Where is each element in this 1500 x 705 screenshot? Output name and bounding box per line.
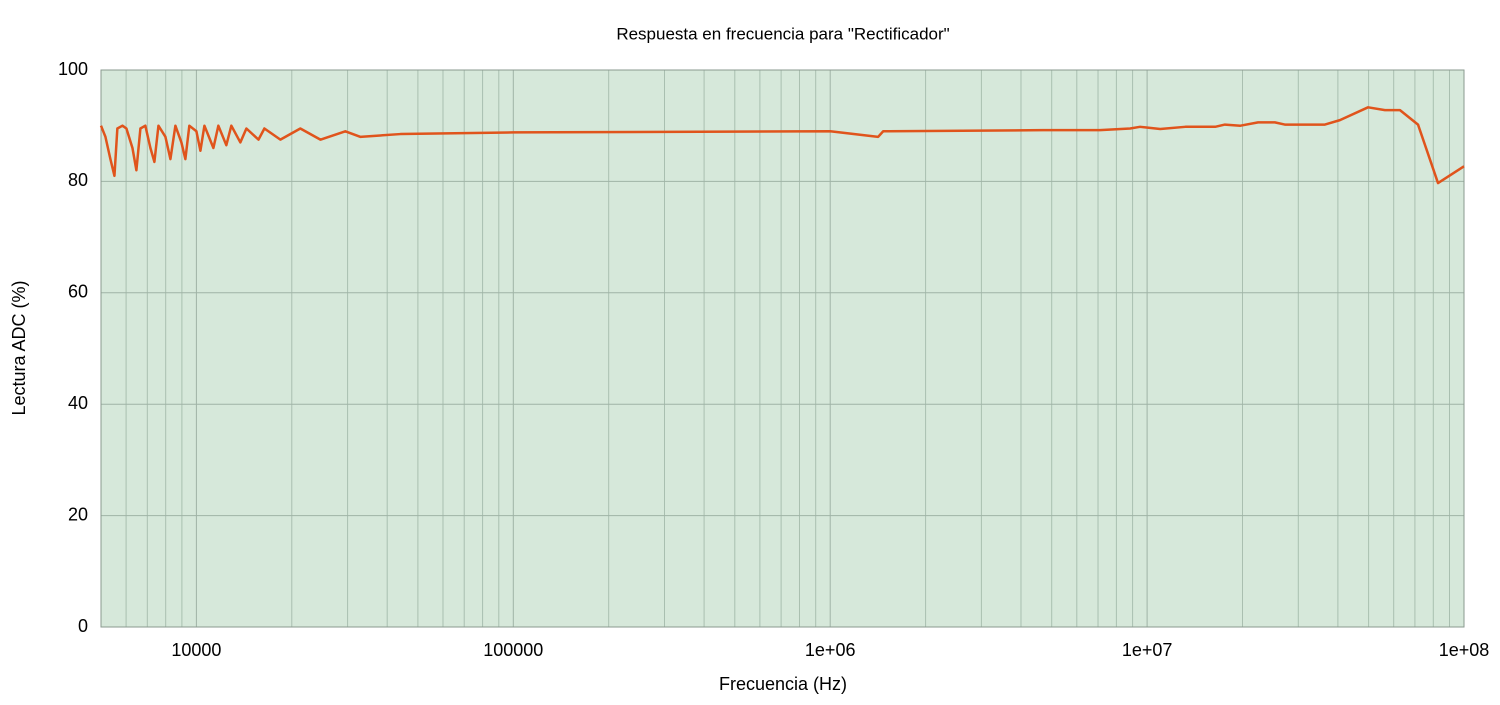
y-tick-label: 0 [78,616,88,636]
plot-border [100,69,1465,628]
x-tick-label: 100000 [483,640,543,660]
x-tick-label: 1e+06 [805,640,856,660]
y-tick-label: 100 [58,59,88,79]
y-tick-label: 80 [68,170,88,190]
chart-title: Respuesta en frecuencia para "Rectificad… [616,24,949,43]
y-tick-label: 60 [68,282,88,302]
y-tick-label: 40 [68,393,88,413]
x-tick-label: 1e+07 [1122,640,1173,660]
x-tick-label: 10000 [171,640,221,660]
y-tick-label: 20 [68,504,88,524]
x-axis-label: Frecuencia (Hz) [719,674,847,694]
y-axis-label: Lectura ADC (%) [9,280,29,415]
data-line [99,106,1465,185]
plot-area [101,70,1464,627]
x-tick-label: 1e+08 [1439,640,1490,660]
